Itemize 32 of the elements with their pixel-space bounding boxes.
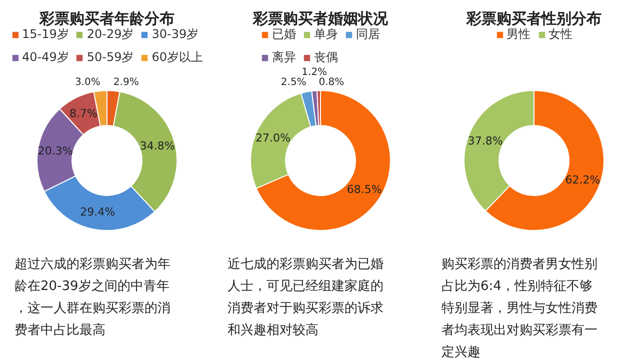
chart-title: 彩票购买者婚姻状况: [252, 10, 389, 28]
data-label: 68.5%: [346, 182, 382, 196]
data-label: 27.0%: [256, 132, 290, 145]
text: 购买彩票的消费者男女性别占比为6:4，性别特征不够特别显著，男性与女性消费者均表现出对购买彩票有一定兴趣: [442, 257, 598, 360]
legend-label: 20-29岁: [86, 26, 134, 43]
data-label: 29.4%: [80, 206, 116, 219]
data-label: 62.2%: [565, 174, 600, 187]
text: 近七成的彩票购买者为已婚人士，可见已经组建家庭的消费者对于购买彩票的诉求和兴趣相对较高: [228, 257, 384, 338]
legend-label: 15-19岁: [22, 26, 69, 43]
data-label: 34.8%: [140, 139, 175, 152]
text: 超过六成的彩票购买者为年龄在20-39岁之间的中青年，这一人群在购买彩票的消费者中占比最高: [14, 257, 170, 338]
legend-label: 单身: [314, 26, 338, 43]
legend-label: 已婚: [272, 26, 296, 43]
legend-label: 50-59岁: [86, 49, 134, 66]
data-label: 20.3%: [38, 144, 73, 158]
legend-label: 离异: [272, 49, 296, 66]
chart-title: 彩票购买者性别分布: [466, 10, 602, 28]
data-label: 3.0%: [74, 77, 100, 88]
data-label: 8.7%: [69, 107, 98, 120]
legend-label: 30-39岁: [152, 26, 199, 43]
data-label: 2.5%: [280, 77, 306, 88]
data-label: 0.8%: [318, 77, 344, 88]
legend-label: 女性: [548, 26, 572, 43]
legend-label: 男性: [506, 26, 530, 43]
legend-label: 丧偶: [314, 49, 338, 66]
legend-label: 同居: [356, 26, 380, 43]
data-label: 1.2%: [302, 67, 328, 78]
legend-label: 40-49岁: [22, 49, 69, 66]
data-label: 2.9%: [113, 77, 139, 88]
data-label: 37.8%: [468, 134, 503, 148]
chart-title: 彩票购买者年龄分布: [38, 10, 174, 28]
legend-label: 60岁以上: [152, 49, 204, 66]
